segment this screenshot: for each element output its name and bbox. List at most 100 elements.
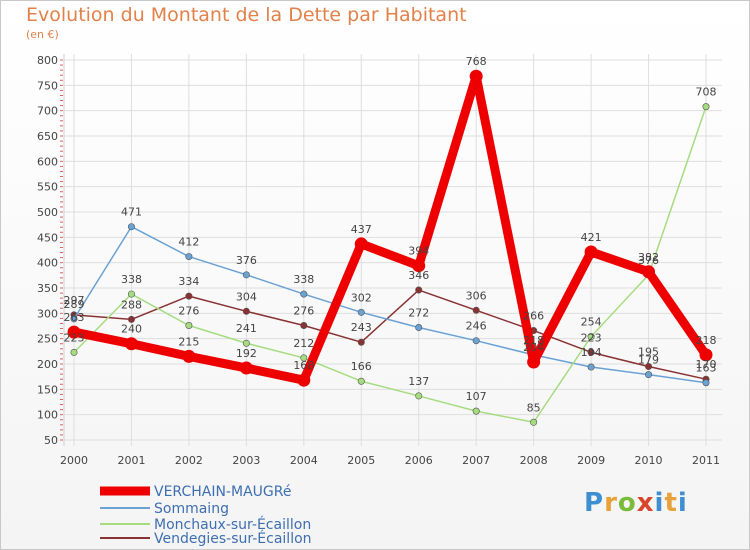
data-label: 194 xyxy=(581,346,602,359)
data-label: 204 xyxy=(523,341,544,354)
y-tick-label: 50 xyxy=(44,434,58,447)
data-label: 168 xyxy=(293,359,314,372)
data-label: 768 xyxy=(466,55,487,68)
y-tick-label: 150 xyxy=(37,383,58,396)
y-tick-label: 750 xyxy=(37,79,58,92)
data-label: 223 xyxy=(581,331,602,344)
data-point-2 xyxy=(702,103,710,111)
proxiti-logo: Proxiti xyxy=(584,488,688,518)
data-point-2 xyxy=(472,407,480,415)
data-point-2 xyxy=(415,392,423,400)
x-tick-label: 2011 xyxy=(692,454,720,467)
data-label: 195 xyxy=(638,346,659,359)
data-label: 382 xyxy=(638,251,659,264)
data-point-0 xyxy=(642,265,656,279)
data-label: 708 xyxy=(696,86,717,99)
data-label: 394 xyxy=(408,245,429,258)
data-point-2 xyxy=(530,418,538,426)
logo-letter: t xyxy=(664,488,678,518)
logo-letter: x xyxy=(636,488,655,518)
data-point-0 xyxy=(469,69,483,83)
data-label: 266 xyxy=(523,310,544,323)
x-tick-label: 2009 xyxy=(577,454,605,467)
data-point-1 xyxy=(127,223,135,231)
logo-letter: r xyxy=(604,488,618,518)
data-label: 376 xyxy=(638,254,659,267)
data-label: 272 xyxy=(408,307,429,320)
data-label: 263 xyxy=(64,311,85,324)
data-label: 179 xyxy=(638,354,659,367)
logo-letter: o xyxy=(617,488,637,518)
data-point-1 xyxy=(300,290,308,298)
legend-label: Sommaing xyxy=(154,501,229,517)
data-point-2 xyxy=(70,348,78,356)
y-tick-label: 200 xyxy=(37,358,58,371)
logo-letter: P xyxy=(584,488,605,518)
data-label: 437 xyxy=(351,223,372,236)
data-point-1 xyxy=(645,371,653,379)
data-point-1 xyxy=(415,324,423,332)
y-tick-label: 350 xyxy=(37,282,58,295)
x-tick-label: 2002 xyxy=(175,454,203,467)
data-point-0 xyxy=(699,348,713,362)
data-point-0 xyxy=(527,355,541,369)
data-label: 334 xyxy=(178,275,199,288)
y-tick-label: 550 xyxy=(37,181,58,194)
legend-label: Vendegies-sur-Écaillon xyxy=(154,530,312,547)
data-point-2 xyxy=(357,377,365,385)
data-label: 338 xyxy=(121,273,142,286)
series-line-0 xyxy=(69,71,711,385)
data-point-1 xyxy=(357,308,365,316)
legend-label: Monchaux-sur-Écaillon xyxy=(154,516,311,533)
data-point-2 xyxy=(300,354,308,362)
y-tick-label: 100 xyxy=(37,409,58,422)
y-tick-label: 700 xyxy=(37,105,58,118)
data-point-1 xyxy=(242,271,250,279)
data-point-0 xyxy=(239,361,253,375)
data-label: 240 xyxy=(121,323,142,336)
legend-label: VERCHAIN-MAUGRé xyxy=(154,484,291,500)
x-tick-label: 2004 xyxy=(290,454,318,467)
y-tick-label: 500 xyxy=(37,206,58,219)
data-label: 346 xyxy=(408,269,429,282)
data-point-0 xyxy=(297,373,311,387)
data-label: 289 xyxy=(64,298,85,311)
data-label: 246 xyxy=(466,320,487,333)
data-point-2 xyxy=(185,321,193,329)
data-label: 304 xyxy=(236,290,257,303)
x-tick-label: 2006 xyxy=(405,454,433,467)
chart-unit: (en €) xyxy=(26,28,59,41)
data-label: 288 xyxy=(121,298,142,311)
x-tick-label: 2010 xyxy=(635,454,663,467)
y-tick-label: 650 xyxy=(37,130,58,143)
data-label: 243 xyxy=(351,321,372,334)
data-label: 254 xyxy=(581,316,602,329)
data-point-1 xyxy=(587,363,595,371)
x-tick-label: 2005 xyxy=(347,454,375,467)
data-label: 166 xyxy=(351,360,372,373)
y-tick-label: 400 xyxy=(37,257,58,270)
data-label: 241 xyxy=(236,322,257,335)
data-point-2 xyxy=(587,333,595,341)
data-point-3 xyxy=(415,286,423,294)
data-point-3 xyxy=(185,292,193,300)
data-point-1 xyxy=(70,315,78,323)
data-label: 215 xyxy=(178,335,199,348)
data-point-0 xyxy=(354,237,368,251)
x-tick-label: 2007 xyxy=(462,454,490,467)
data-point-1 xyxy=(702,379,710,387)
data-label: 338 xyxy=(293,273,314,286)
data-label: 85 xyxy=(527,401,541,414)
data-label: 163 xyxy=(696,362,717,375)
y-tick-label: 300 xyxy=(37,307,58,320)
logo-letter: i xyxy=(654,488,665,518)
data-label: 306 xyxy=(466,289,487,302)
data-point-3 xyxy=(127,315,135,323)
logo-letter: i xyxy=(677,488,688,518)
data-point-0 xyxy=(124,337,138,351)
data-label: 421 xyxy=(581,231,602,244)
data-point-0 xyxy=(182,349,196,363)
y-tick-label: 600 xyxy=(37,155,58,168)
y-tick-label: 250 xyxy=(37,333,58,346)
data-point-0 xyxy=(67,325,81,339)
